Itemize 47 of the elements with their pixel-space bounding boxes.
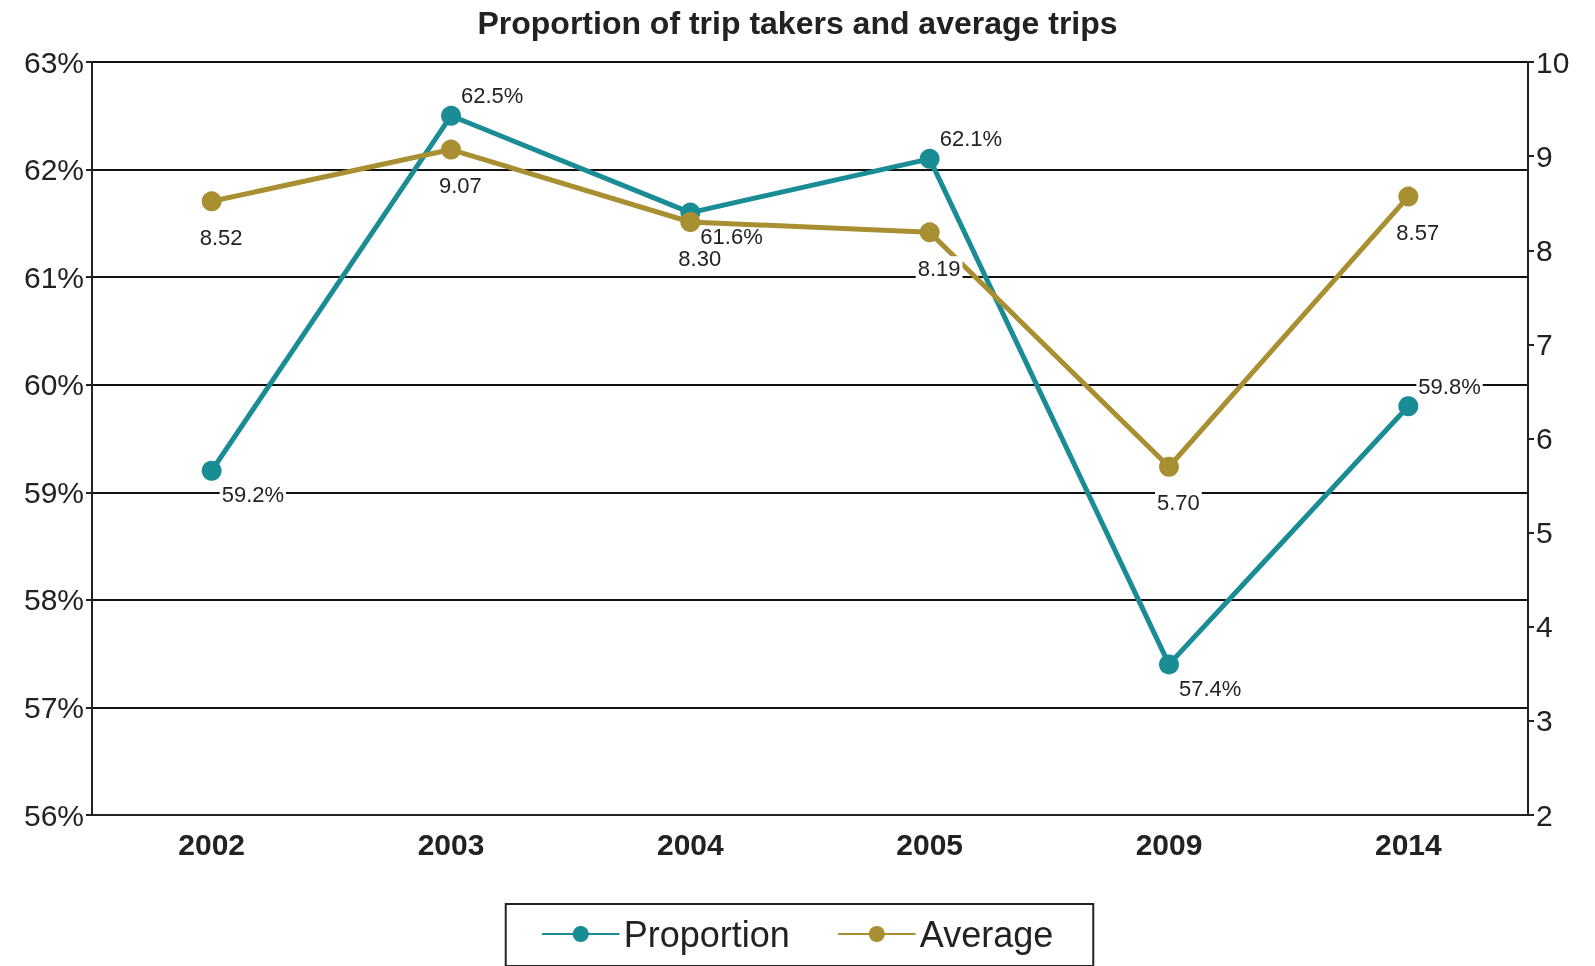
- chart-title: Proportion of trip takers and average trips: [477, 5, 1118, 41]
- y2-tick-label: 2: [1536, 798, 1553, 832]
- y2-tick-label: 5: [1536, 516, 1553, 550]
- point: [201, 460, 222, 481]
- data-label: 8.57: [1396, 220, 1440, 246]
- y-tick-label: 60%: [23, 368, 84, 402]
- data-label: 57.4%: [1179, 675, 1242, 701]
- point: [1398, 186, 1419, 207]
- data-label: 8.52: [199, 224, 243, 250]
- x-tick-label: 2009: [1135, 827, 1203, 861]
- data-label: 59.2%: [221, 482, 285, 508]
- y2-tick-label: 4: [1536, 610, 1553, 644]
- data-label: 62.1%: [939, 126, 1003, 152]
- y-tick-label: 61%: [23, 260, 84, 294]
- data-label: 9.07: [439, 173, 482, 199]
- point: [441, 139, 461, 160]
- point: [441, 105, 461, 126]
- x-tick-label: 2005: [896, 827, 964, 861]
- y-tick-label: 62%: [23, 153, 84, 187]
- point: [1159, 456, 1179, 477]
- point: [1159, 654, 1179, 675]
- point: [919, 222, 940, 243]
- point: [201, 191, 222, 212]
- y2-tick-label: 7: [1536, 327, 1553, 361]
- y-tick-label: 56%: [23, 798, 84, 832]
- x-tick-label: 2014: [1374, 827, 1443, 861]
- y-tick-label: 57%: [23, 690, 84, 724]
- y-tick-label: 63%: [23, 45, 84, 79]
- y2-tick-label: 9: [1536, 139, 1553, 173]
- y2-tick-label: 3: [1536, 704, 1553, 738]
- x-tick-label: 2004: [656, 827, 725, 861]
- data-label: 59.8%: [1418, 373, 1481, 399]
- data-label: 8.19: [917, 255, 961, 281]
- y2-tick-label: 10: [1536, 45, 1570, 79]
- x-tick-label: 2003: [417, 827, 485, 861]
- y-tick-label: 59%: [23, 475, 84, 509]
- y2-tick-label: 6: [1536, 422, 1553, 455]
- point: [1398, 396, 1419, 417]
- point: [919, 148, 940, 169]
- legend-label: Proportion: [623, 913, 790, 955]
- x-tick-label: 2002: [178, 827, 246, 861]
- y-tick-label: 58%: [23, 583, 84, 617]
- point: [680, 212, 701, 233]
- data-label: 5.70: [1157, 490, 1200, 516]
- data-label: 62.5%: [461, 83, 524, 109]
- y2-tick-label: 8: [1536, 233, 1553, 267]
- legend-label: Average: [919, 913, 1054, 955]
